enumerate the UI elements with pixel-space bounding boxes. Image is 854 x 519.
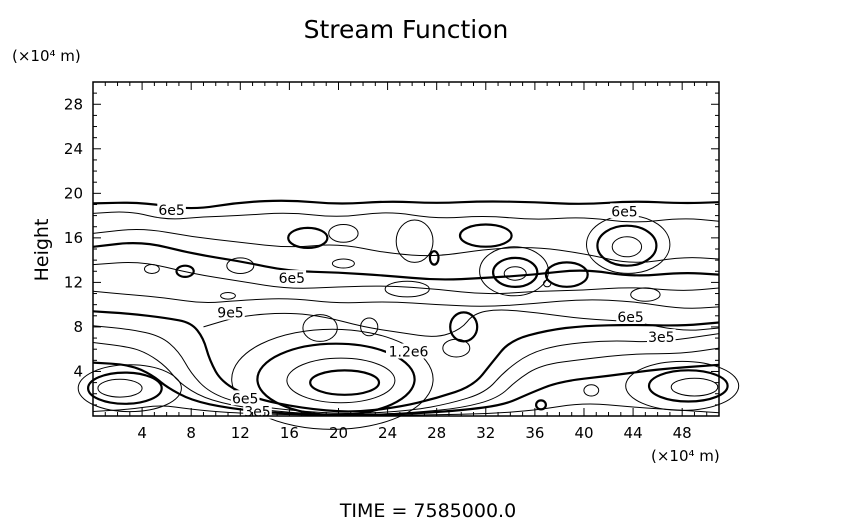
closed-contour-15	[492, 256, 539, 288]
y-tick-label-28: 28	[64, 95, 83, 113]
contour-line-12	[203, 309, 720, 337]
closed-contour-35	[630, 287, 661, 302]
contour-line-2	[92, 211, 720, 223]
contour-label-5: 6e5	[617, 310, 643, 326]
contour-label-bg-1	[157, 202, 186, 218]
closed-contour-17	[287, 226, 329, 249]
contour-label-bg-2	[610, 203, 639, 219]
y-axis-label: Height	[31, 219, 53, 282]
contour-line-10	[92, 361, 720, 417]
closed-contour-14	[479, 246, 549, 297]
x-tick-label-8: 8	[186, 424, 196, 442]
closed-contour-18	[395, 219, 434, 263]
chart-title: Stream Function	[304, 15, 509, 44]
x-tick-label-44: 44	[624, 424, 643, 442]
closed-contour-22	[328, 224, 359, 243]
x-tick-label-28: 28	[427, 424, 446, 442]
x-tick-label-16: 16	[280, 424, 299, 442]
closed-contour-25	[144, 264, 160, 274]
closed-contour-8	[625, 360, 740, 411]
x-tick-label-36: 36	[525, 424, 544, 442]
contour-line-8	[92, 325, 720, 414]
y-tick-label-24: 24	[64, 140, 83, 158]
closed-contour-23	[226, 257, 255, 275]
x-tick-label-32: 32	[476, 424, 495, 442]
y-tick-label-16: 16	[64, 229, 83, 247]
closed-contour-16	[503, 266, 527, 281]
closed-contour-21	[544, 261, 589, 288]
contour-line-4	[92, 242, 720, 281]
x-unit-label: (×10⁴ m)	[651, 447, 720, 465]
closed-contour-31	[331, 258, 355, 269]
x-tick-label-4: 4	[137, 424, 147, 442]
contour-line-3	[92, 229, 720, 263]
y-unit-label: (×10⁴ m)	[12, 47, 81, 65]
contour-label-1: 6e5	[158, 203, 184, 219]
contour-line-6	[92, 290, 720, 309]
closed-contour-6	[87, 371, 163, 405]
closed-contour-19	[458, 223, 513, 248]
contour-label-bg-8	[230, 390, 260, 406]
contour-label-bg-4	[216, 304, 245, 320]
y-tick-label-4: 4	[73, 363, 83, 381]
contour-label-6: 3e5	[648, 330, 674, 346]
contour-line-5	[92, 262, 720, 295]
closed-contour-28	[449, 311, 479, 343]
x-tick-label-24: 24	[378, 424, 397, 442]
x-tick-label-48: 48	[673, 424, 692, 442]
y-tick-label-20: 20	[64, 184, 83, 202]
contour-label-bg-6	[647, 329, 676, 345]
y-tick-label-8: 8	[73, 318, 83, 336]
y-tick-label-12: 12	[64, 273, 83, 291]
closed-contour-24	[175, 264, 195, 278]
contour-label-4: 9e5	[217, 306, 243, 322]
closed-contour-33	[583, 384, 600, 397]
closed-contour-34	[534, 399, 547, 411]
contour-label-bg-5	[616, 309, 645, 324]
closed-contour-9	[647, 369, 729, 403]
closed-contour-29	[442, 338, 471, 358]
contour-label-bg-7	[386, 343, 431, 359]
closed-contour-20	[384, 280, 430, 298]
closed-contour-2	[256, 342, 416, 416]
contour-label-8: 6e5	[232, 391, 258, 407]
closed-contour-36	[543, 279, 552, 288]
closed-contour-10	[670, 377, 719, 397]
closed-contour-32	[220, 292, 236, 300]
x-tick-label-20: 20	[329, 424, 348, 442]
plot-frame	[92, 81, 720, 417]
x-tick-label-40: 40	[574, 424, 593, 442]
x-tick-label-12: 12	[231, 424, 250, 442]
closed-contour-3	[286, 357, 396, 404]
contour-label-9: 3e5	[244, 405, 270, 421]
closed-contour-13	[611, 236, 643, 258]
contour-lines	[77, 199, 740, 430]
closed-contour-30	[428, 250, 440, 266]
closed-contour-12	[596, 224, 658, 267]
contour-line-7	[92, 310, 720, 413]
closed-contour-5	[77, 364, 182, 413]
time-footer: TIME = 7585000.0	[339, 500, 516, 519]
closed-contour-26	[302, 314, 338, 342]
contour-label-7: 1.2e6	[389, 345, 429, 361]
contour-label-bg-3	[277, 270, 307, 286]
closed-contour-1	[231, 328, 434, 430]
closed-contour-4	[309, 369, 381, 396]
closed-contour-27	[360, 317, 379, 337]
contour-label-3: 6e5	[279, 271, 305, 287]
closed-contour-7	[97, 378, 143, 398]
contour-label-2: 6e5	[611, 204, 637, 220]
